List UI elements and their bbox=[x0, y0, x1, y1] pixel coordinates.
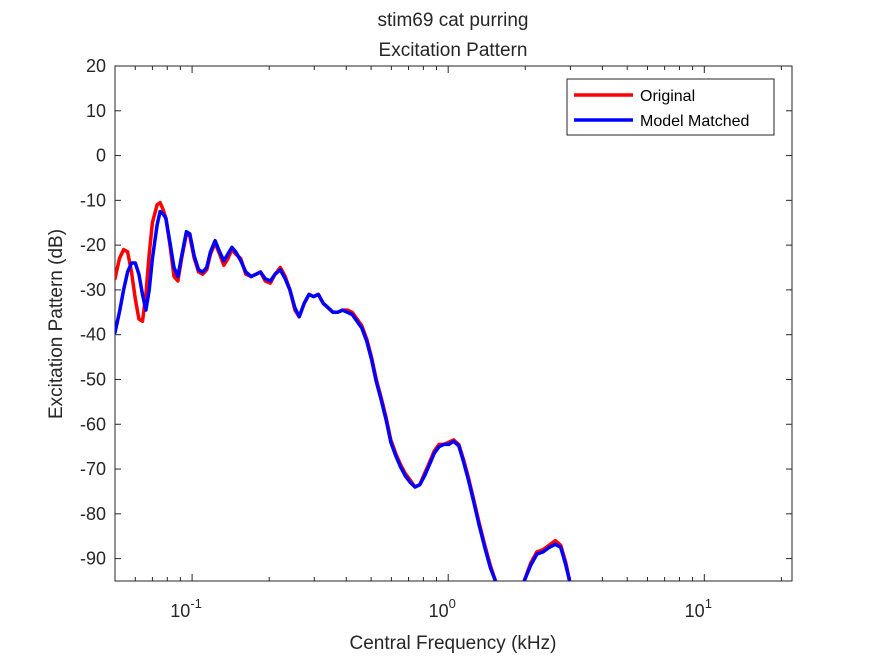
y-tick-label: -30 bbox=[80, 280, 106, 300]
chart-title: stim69 cat purring bbox=[377, 10, 528, 31]
series-group bbox=[115, 200, 572, 581]
x-tick-label: 10-1 bbox=[170, 596, 202, 621]
legend-label: Model Matched bbox=[640, 113, 749, 130]
y-axis-label: Excitation Pattern (dB) bbox=[46, 229, 67, 419]
y-tick-label: 0 bbox=[96, 146, 106, 166]
y-tick-label: -70 bbox=[80, 459, 106, 479]
legend-box bbox=[566, 78, 775, 136]
y-tick-label: 20 bbox=[86, 56, 106, 76]
y-tick-label: 10 bbox=[86, 101, 106, 121]
x-axis-label: Central Frequency (kHz) bbox=[350, 633, 557, 654]
legend-label: Original bbox=[640, 88, 695, 105]
chart-subtitle: Excitation Pattern bbox=[379, 40, 528, 61]
y-tick-label: -60 bbox=[80, 414, 106, 434]
y-tick-label: -90 bbox=[80, 549, 106, 569]
x-tick-label: 101 bbox=[685, 596, 712, 621]
y-tick-label: -20 bbox=[80, 235, 106, 255]
y-tick-label: -10 bbox=[80, 190, 106, 210]
x-tick-label: 100 bbox=[429, 596, 456, 621]
axes-box bbox=[114, 65, 793, 582]
y-tick-label: -40 bbox=[80, 325, 106, 345]
model-matched-line bbox=[522, 542, 572, 581]
model-matched-line bbox=[115, 209, 498, 581]
y-tick-label: -80 bbox=[80, 504, 106, 524]
y-tick-label: -50 bbox=[80, 369, 106, 389]
